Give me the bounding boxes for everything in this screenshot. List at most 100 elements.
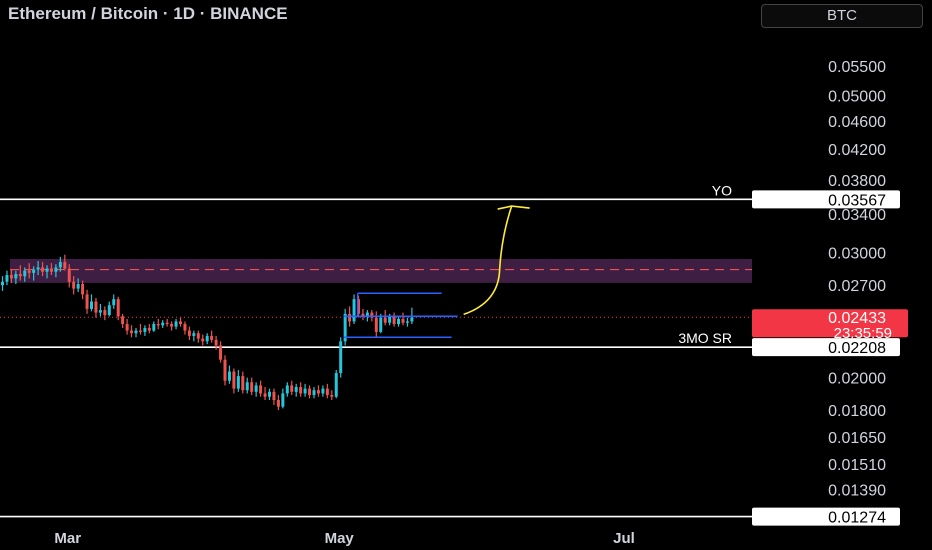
candle-body (254, 385, 258, 392)
y-tick-label: 0.03400 (828, 207, 886, 224)
candle-body (276, 399, 280, 407)
y-tick-label: 0.01510 (828, 457, 886, 474)
candle-body (103, 310, 107, 316)
candle-body (90, 301, 93, 309)
y-tick-label: 0.05500 (828, 59, 886, 76)
candles (1, 254, 414, 411)
bar-countdown-label: 23:35:59 (834, 325, 892, 342)
y-tick-label: 0.02000 (828, 371, 886, 388)
candle-body (339, 341, 343, 374)
candle-body (290, 385, 294, 392)
candle-body (379, 317, 383, 332)
y-tick-label: 0.03800 (828, 173, 886, 190)
candle-body (36, 267, 40, 270)
candle-body (5, 275, 9, 282)
candle-body (294, 387, 298, 392)
y-tick-label: 0.01650 (828, 430, 886, 447)
y-tick-label: 0.02700 (828, 278, 886, 295)
candle-body (352, 299, 356, 322)
candle-body (81, 284, 85, 295)
level-price-label: 0.03567 (828, 192, 886, 209)
candle-body (281, 393, 285, 407)
candle-body (299, 387, 303, 394)
candle-body (23, 270, 27, 277)
candle-body (14, 273, 18, 279)
level-price-badge (752, 190, 900, 209)
candle-body (405, 321, 409, 323)
candle-body (72, 281, 76, 289)
candle-body (192, 333, 196, 336)
level-price-label: 0.01274 (828, 510, 886, 527)
current-price-badge (752, 309, 908, 338)
candle-body (245, 382, 249, 391)
candle-body (121, 316, 125, 325)
candle-body (174, 321, 178, 327)
candle-body (312, 390, 316, 396)
candle-body (76, 284, 80, 289)
candle-body (223, 359, 227, 381)
y-tick-label: 0.01390 (828, 483, 886, 500)
candle-body (63, 262, 67, 269)
candle-body (179, 321, 182, 325)
candle-body (85, 294, 89, 309)
candle-body (183, 324, 187, 331)
candle-body (156, 324, 160, 326)
candle-body (49, 268, 53, 272)
resistance-zone (10, 258, 752, 283)
candle-body (268, 391, 271, 397)
candle-body (214, 339, 218, 346)
y-tick-label: 0.04600 (828, 114, 886, 131)
candle-body (1, 281, 4, 286)
candle-body (272, 391, 276, 400)
candle-body (334, 373, 338, 397)
candle-body (107, 305, 111, 316)
candle-body (374, 317, 378, 332)
x-tick-label: Mar (54, 530, 81, 547)
level-label: 3MO SR (678, 330, 732, 346)
candle-body (147, 327, 151, 331)
y-tick-label: 0.05000 (828, 88, 886, 105)
y-tick-label: 0.01800 (828, 403, 886, 420)
chart-title: Ethereum / Bitcoin · 1D · BINANCE (8, 4, 288, 23)
candle-body (392, 316, 396, 325)
candle-body (365, 312, 369, 317)
projection-arrow (463, 205, 513, 316)
x-tick-label: May (325, 530, 355, 547)
candle-body (45, 268, 49, 272)
candle-body (361, 313, 365, 317)
candle-body (58, 262, 62, 268)
candle-body (18, 273, 22, 277)
candle-body (210, 335, 214, 340)
candle-body (130, 330, 134, 334)
candle-body (170, 324, 174, 327)
current-price-label: 0.02433 (828, 310, 886, 327)
candle-body (143, 327, 147, 332)
level-label: YO (712, 182, 732, 198)
currency-button[interactable]: BTC (761, 4, 923, 28)
candle-body (205, 335, 209, 342)
candle-body (357, 299, 360, 314)
candle-body (138, 330, 142, 332)
candle-body (250, 382, 254, 392)
candle-body (98, 310, 102, 313)
candle-body (232, 371, 236, 389)
candle-body (303, 388, 307, 394)
candle-body (343, 313, 347, 342)
candle-body (263, 393, 267, 397)
candle-body (152, 324, 156, 331)
candle-body (236, 376, 240, 389)
candle-body (241, 376, 245, 391)
candle-body (201, 338, 205, 342)
candle-body (370, 312, 374, 318)
candle-body (27, 270, 31, 273)
candle-body (285, 385, 289, 394)
candle-body (330, 395, 334, 397)
candle-body (259, 385, 263, 394)
candle-body (187, 330, 191, 336)
candle-body (321, 388, 325, 394)
candle-body (383, 317, 387, 323)
candle-body (94, 301, 98, 313)
candle-body (125, 324, 129, 331)
candle-body (227, 371, 231, 381)
